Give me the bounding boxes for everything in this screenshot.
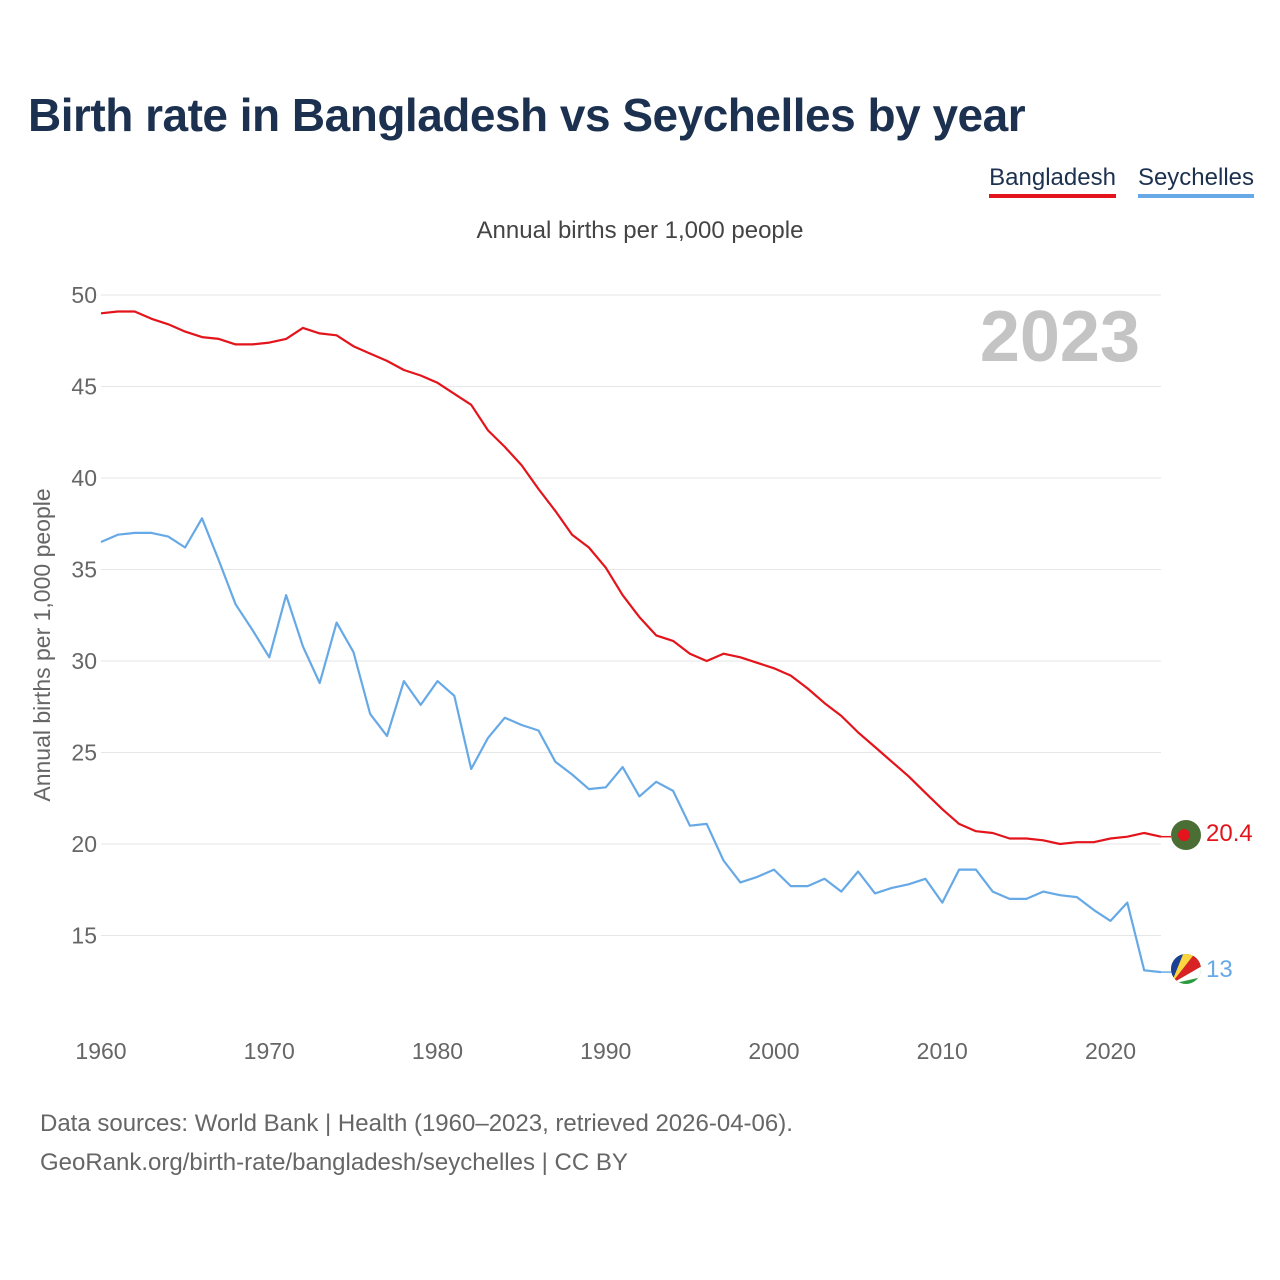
seychelles-end-label: 13	[1206, 956, 1233, 983]
x-tick-label-2020: 2020	[1085, 1038, 1136, 1064]
grid-lines	[101, 294, 1161, 936]
series-line-seychelles[interactable]	[100, 517, 1162, 974]
y-tick-label-30: 30	[71, 648, 97, 674]
x-tick-label-2000: 2000	[748, 1038, 799, 1064]
y-tick-label-25: 25	[71, 740, 97, 766]
y-tick-label-40: 40	[71, 465, 97, 491]
chart-subtitle: Annual births per 1,000 people	[476, 217, 804, 244]
y-axis-ticks: 15 20 25 30 35 40 45 50	[71, 282, 97, 949]
series-line-bangladesh[interactable]	[100, 310, 1162, 846]
bangladesh-flag-icon	[1171, 820, 1201, 850]
seychelles-flag-icon	[1171, 954, 1201, 984]
legend-item-seychelles[interactable]: Seychelles	[1137, 164, 1254, 198]
line-chart: 15 20 25 30 35 40 45 50 1960 1970 1980 1990 2000 201…	[29, 282, 1253, 1064]
y-tick-label-45: 45	[71, 374, 97, 400]
x-axis-ticks: 1960 1970 1980 1990 2000 2010 2020	[75, 1038, 1136, 1064]
y-tick-label-50: 50	[71, 282, 97, 308]
series-lines	[100, 310, 1171, 974]
y-axis-label: Annual births per 1,000 people	[29, 488, 55, 801]
footer: Data sources: World Bank | Health (1960–…	[40, 1104, 793, 1182]
y-tick-label-20: 20	[71, 831, 97, 857]
data-source-note: Data sources: World Bank | Health (1960–…	[40, 1110, 793, 1137]
x-tick-label-1960: 1960	[75, 1038, 126, 1064]
x-tick-label-1990: 1990	[580, 1038, 631, 1064]
y-tick-label-35: 35	[71, 557, 97, 583]
legend-item-bangladesh[interactable]: Bangladesh	[989, 164, 1116, 198]
legend: Bangladesh Seychelles	[989, 164, 1254, 198]
source-link[interactable]: GeoRank.org/birth-rate/bangladesh/seyche…	[40, 1149, 628, 1176]
x-tick-label-1980: 1980	[412, 1038, 463, 1064]
x-tick-label-2010: 2010	[917, 1038, 968, 1064]
bangladesh-end-label: 20.4	[1206, 820, 1253, 847]
chart-title: Birth rate in Bangladesh vs Seychelles b…	[28, 89, 1026, 141]
x-tick-label-1970: 1970	[244, 1038, 295, 1064]
year-watermark: 2023	[980, 297, 1140, 377]
y-tick-label-15: 15	[71, 923, 97, 949]
